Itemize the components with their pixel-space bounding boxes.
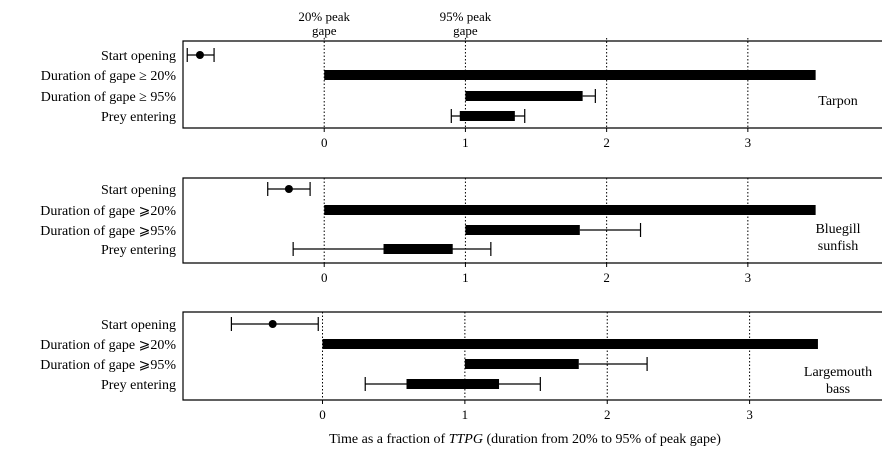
x-tick-label: 1: [462, 407, 469, 422]
x-tick-label: 0: [319, 407, 326, 422]
x-tick-label: 3: [746, 407, 753, 422]
row-label: Start opening: [101, 49, 176, 64]
x-axis-label: Time as a fraction of TTPG (duration fro…: [329, 432, 721, 447]
species-label-line: Tarpon: [818, 94, 857, 109]
reference-label: 95% peak gape: [440, 9, 492, 38]
panel-frame: [182, 311, 882, 401]
x-tick-label: 1: [462, 270, 469, 285]
row-label: Prey entering: [101, 110, 176, 125]
x-tick-label: 3: [745, 270, 752, 285]
species-label-line: Largemouth: [804, 365, 872, 380]
x-tick-label: 1: [462, 135, 469, 150]
mean-point: [195, 51, 204, 59]
panel-1: 0 1 2 3 Start opening Duration of gape ≥ 20% D…: [41, 38, 882, 150]
row-label: Duration of gape ⩾95%: [40, 224, 176, 239]
species-label: Largemouth bass: [804, 365, 872, 397]
x-tick-label: 3: [745, 135, 752, 150]
species-label-line: sunfish: [818, 239, 858, 254]
x-tick-label: 2: [603, 135, 610, 150]
x-axis-label-part: TTPG: [449, 432, 483, 447]
species-label: Bluegill sunfish: [815, 222, 860, 254]
row-label: Prey entering: [101, 243, 176, 258]
x-tick-label: 2: [603, 270, 610, 285]
duration-bar: [324, 205, 816, 215]
duration-bar: [464, 359, 579, 369]
species-label-line: Bluegill: [815, 222, 860, 237]
duration-bar: [324, 70, 816, 80]
panel-frame: [182, 40, 882, 129]
species-label: Tarpon: [818, 94, 857, 109]
row-label: Duration of gape ≥ 20%: [41, 69, 177, 84]
duration-bar: [383, 244, 453, 254]
x-axis-label-part: (duration from 20% to 95% of peak gape): [483, 432, 721, 447]
x-tick-label: 0: [321, 270, 328, 285]
species-label-line: bass: [826, 382, 850, 397]
duration-bar: [459, 111, 515, 121]
mean-point: [284, 185, 293, 193]
duration-bar: [322, 339, 818, 349]
mean-point: [268, 320, 277, 328]
row-label: Duration of gape ⩾20%: [40, 338, 176, 353]
row-label: Prey entering: [101, 378, 176, 393]
panel-2: 0 1 2 3 Start opening Duration of gape ⩾20% Du…: [40, 177, 882, 285]
panel-frame: [182, 177, 882, 264]
row-label: Start opening: [101, 318, 176, 333]
duration-bar: [465, 91, 583, 101]
x-tick-label: 2: [604, 407, 611, 422]
reference-label-line: 95% peak: [440, 9, 492, 24]
row-label: Duration of gape ⩾95%: [40, 358, 176, 373]
panels: 0 1 2 3 Start opening Duration of gape ≥ 20% D…: [40, 38, 882, 422]
duration-bar: [406, 379, 500, 389]
panel-3: 0 1 2 3 Start opening Duration of gape ⩾20% Du…: [40, 311, 882, 422]
duration-bar: [465, 225, 580, 235]
row-label: Duration of gape ≥ 95%: [41, 90, 177, 105]
x-axis-label-part: Time as a fraction of: [329, 432, 449, 447]
row-label: Start opening: [101, 183, 176, 198]
row-label: Duration of gape ⩾20%: [40, 204, 176, 219]
reference-label: 20% peak gape: [298, 9, 350, 38]
reference-label-line: gape: [453, 23, 478, 38]
reference-label-line: gape: [312, 23, 337, 38]
reference-label-line: 20% peak: [298, 9, 350, 24]
x-tick-label: 0: [321, 135, 328, 150]
